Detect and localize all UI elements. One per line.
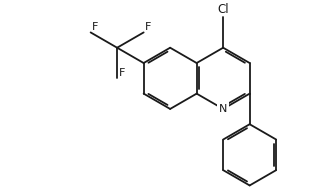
Text: F: F [92, 22, 98, 32]
Text: F: F [145, 22, 151, 32]
Text: Cl: Cl [217, 3, 229, 16]
Text: N: N [219, 104, 227, 114]
Text: F: F [119, 68, 125, 78]
